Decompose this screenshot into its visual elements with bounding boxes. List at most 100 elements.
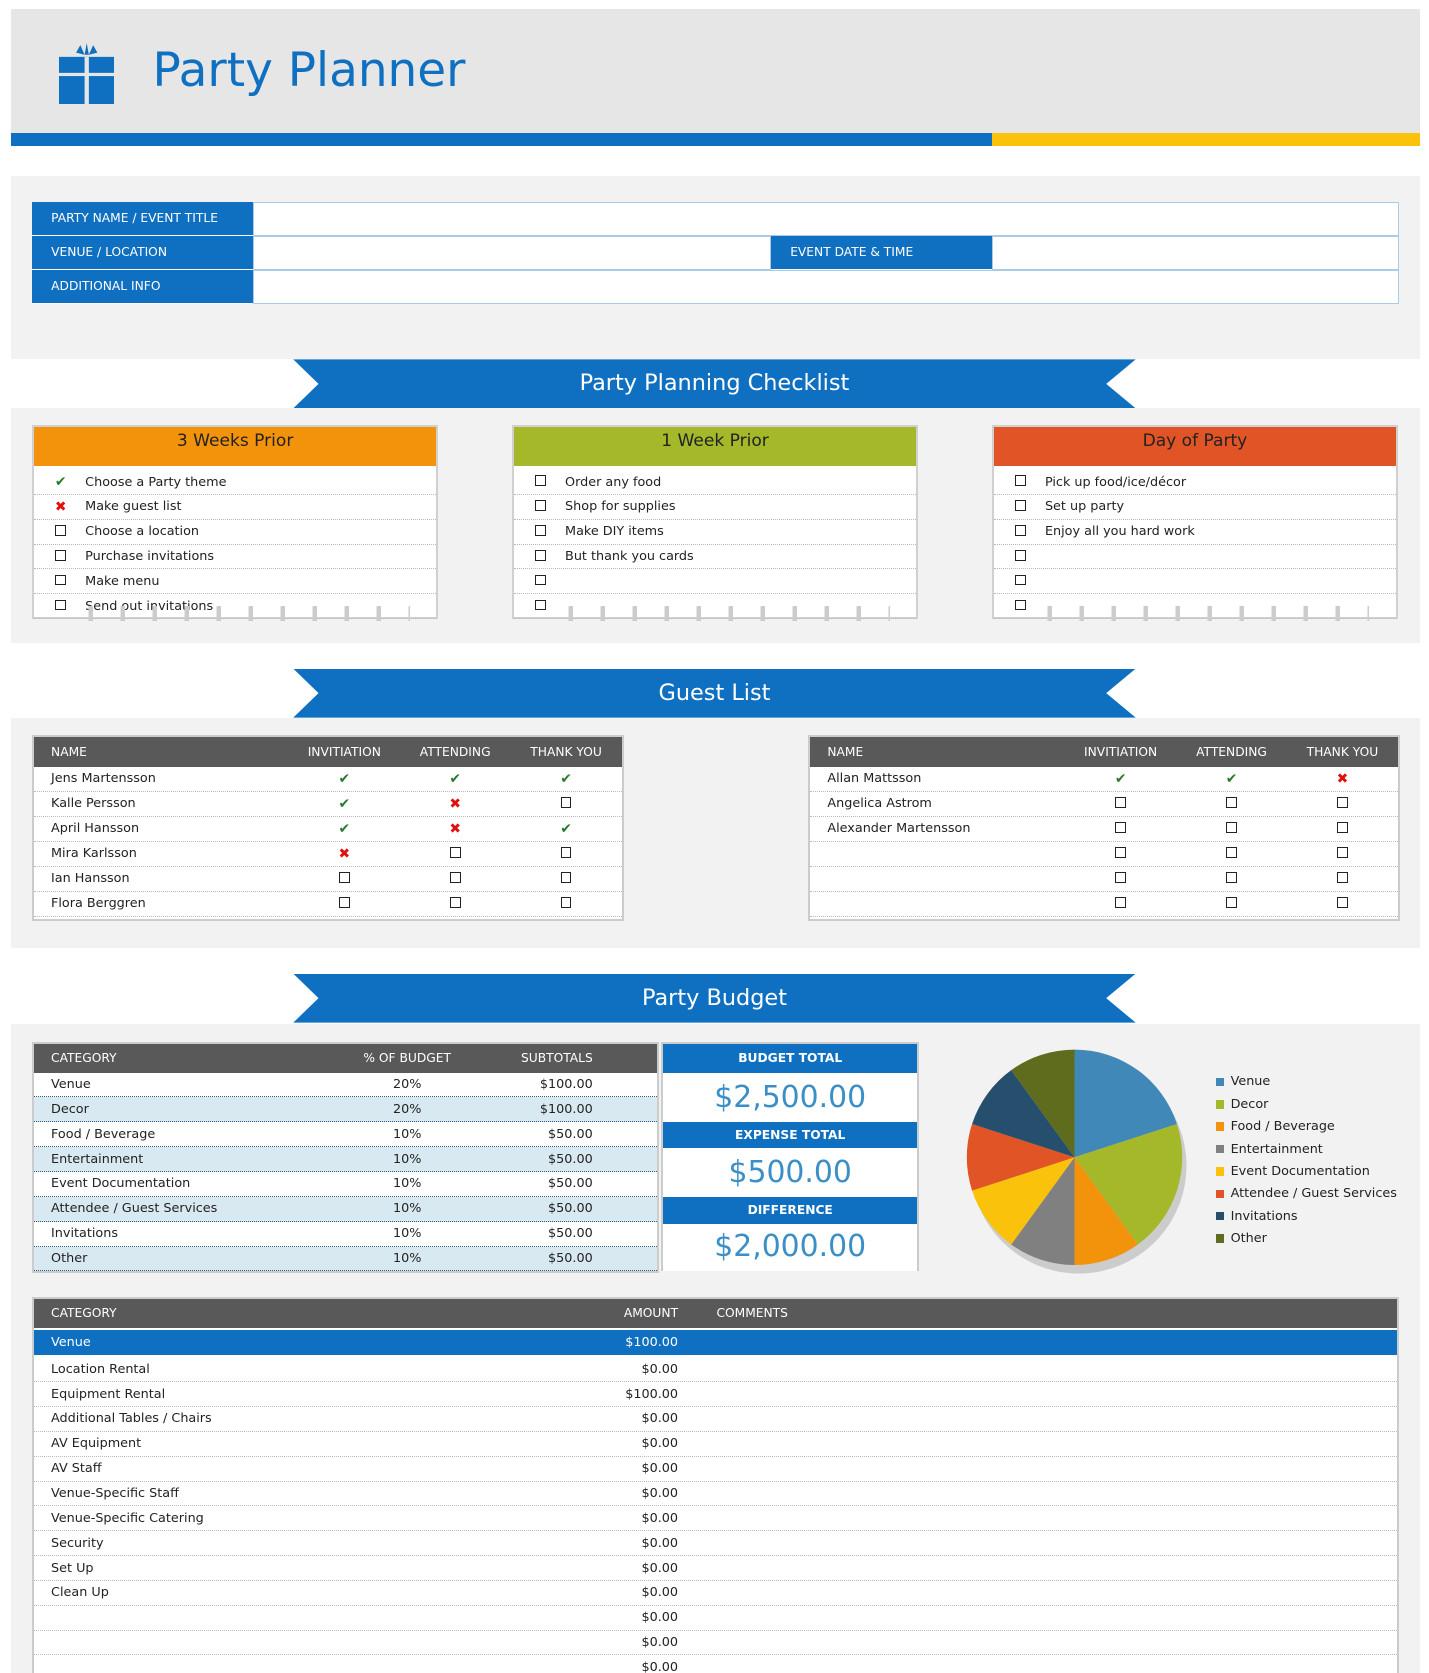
checkbox-icon: [1115, 897, 1126, 908]
detail-category[interactable]: Set Up: [51, 1560, 94, 1576]
checkbox-icon: [535, 500, 546, 511]
checkbox[interactable]: [34, 524, 87, 540]
checkbox[interactable]: [1176, 896, 1287, 912]
checkbox[interactable]: [1065, 821, 1176, 837]
checklist-item-label: Make guest list: [85, 499, 182, 515]
detail-category[interactable]: Security: [51, 1535, 104, 1551]
checkbox[interactable]: [1065, 896, 1176, 912]
checkbox[interactable]: [1176, 871, 1287, 887]
budget-category: Attendee / Guest Services: [51, 1201, 218, 1217]
detail-category[interactable]: Clean Up: [51, 1585, 109, 1601]
detail-amount[interactable]: $0.00: [641, 1535, 679, 1551]
detail-category[interactable]: AV Equipment: [51, 1436, 142, 1452]
detail-amount[interactable]: $0.00: [641, 1610, 679, 1626]
check-icon[interactable]: ✔: [560, 770, 572, 787]
details-row: $0.00: [33, 1631, 1398, 1656]
checkbox[interactable]: [1065, 846, 1176, 862]
check-icon[interactable]: ✔: [449, 770, 461, 787]
detail-amount[interactable]: $0.00: [641, 1659, 679, 1673]
check-icon[interactable]: ✔: [1225, 770, 1238, 787]
x-icon[interactable]: ✖: [1336, 770, 1349, 787]
event-date-field[interactable]: [991, 235, 1400, 270]
x-icon[interactable]: ✖: [54, 498, 67, 515]
detail-category[interactable]: Venue-Specific Staff: [51, 1486, 179, 1501]
header-bar-yellow: [991, 133, 1421, 147]
check-icon[interactable]: ✔: [338, 795, 351, 812]
additional-info-field[interactable]: [252, 269, 1400, 304]
checkbox[interactable]: [994, 524, 1047, 540]
party-name-field[interactable]: [252, 201, 1400, 236]
checkbox-icon: [1015, 525, 1026, 536]
detail-category[interactable]: Equipment Rental: [51, 1386, 166, 1402]
detail-amount[interactable]: $0.00: [641, 1510, 679, 1526]
checklist-card-title: 1 Week Prior: [513, 427, 917, 466]
detail-amount[interactable]: $0.00: [641, 1436, 679, 1452]
checkbox[interactable]: [34, 573, 87, 589]
detail-amount[interactable]: $0.00: [641, 1486, 679, 1501]
checkbox[interactable]: [34, 549, 87, 565]
checkbox[interactable]: [289, 871, 400, 887]
checkbox[interactable]: [511, 846, 622, 862]
checkbox[interactable]: [1065, 796, 1176, 812]
checkbox[interactable]: [1287, 796, 1398, 812]
checkbox[interactable]: [1287, 871, 1398, 887]
checkbox[interactable]: [514, 573, 567, 589]
x-icon[interactable]: ✖: [338, 845, 351, 862]
detail-category[interactable]: Venue-Specific Catering: [51, 1510, 204, 1526]
check-icon[interactable]: ✔: [54, 474, 67, 491]
legend-swatch: [1215, 1167, 1225, 1176]
detail-amount[interactable]: $0.00: [641, 1461, 679, 1477]
checkbox[interactable]: [1287, 846, 1398, 862]
checkbox[interactable]: [511, 796, 622, 812]
checkbox-icon: [55, 549, 66, 561]
guest-list-banner: Guest List: [293, 668, 1136, 718]
checkbox[interactable]: [400, 846, 511, 862]
checkbox[interactable]: [994, 573, 1047, 589]
detail-amount[interactable]: $0.00: [641, 1585, 679, 1601]
detail-category[interactable]: AV Staff: [51, 1461, 102, 1477]
checkbox[interactable]: [1287, 821, 1398, 837]
checkbox[interactable]: [514, 549, 567, 565]
checkbox[interactable]: [1176, 846, 1287, 862]
check-icon[interactable]: ✔: [338, 770, 351, 787]
detail-category[interactable]: Location Rental: [51, 1361, 150, 1377]
detail-amount[interactable]: $100.00: [625, 1386, 679, 1402]
check-icon[interactable]: ✔: [1114, 770, 1127, 787]
budget-category: Food / Beverage: [51, 1126, 156, 1142]
checkbox[interactable]: [1176, 796, 1287, 812]
x-icon[interactable]: ✖: [449, 820, 461, 837]
checklist-item-label: Order any food: [565, 474, 662, 490]
detail-amount[interactable]: $0.00: [641, 1361, 679, 1377]
budget-row: Food / Beverage 10% $50.00: [33, 1122, 658, 1148]
pie-slice-venue: [1074, 1049, 1178, 1158]
budget-subtotal: $100.00: [539, 1077, 593, 1093]
detail-amount[interactable]: $0.00: [641, 1560, 679, 1576]
checkbox[interactable]: [511, 871, 622, 887]
checkbox[interactable]: [1176, 821, 1287, 837]
guest-row: Ian Hansson: [33, 867, 622, 892]
check-icon[interactable]: ✔: [338, 820, 351, 837]
checkbox[interactable]: [514, 524, 567, 540]
x-icon[interactable]: ✖: [449, 795, 461, 812]
checkbox[interactable]: [994, 549, 1047, 565]
checkbox[interactable]: [400, 871, 511, 887]
legend-item: Other: [1215, 1227, 1397, 1249]
column-header: CATEGORY: [51, 1306, 117, 1321]
guest-name: Ian Hansson: [51, 871, 130, 887]
checkbox[interactable]: [514, 474, 567, 490]
check-icon[interactable]: ✔: [560, 820, 572, 837]
checkbox[interactable]: [511, 896, 622, 912]
checkbox[interactable]: [289, 896, 400, 912]
guest-row: Alexander Martensson: [810, 817, 1399, 842]
detail-category[interactable]: Additional Tables / Chairs: [51, 1411, 212, 1427]
venue-field[interactable]: [252, 235, 771, 270]
checkbox[interactable]: [400, 896, 511, 912]
detail-amount[interactable]: $0.00: [641, 1411, 679, 1427]
checkbox[interactable]: [1287, 896, 1398, 912]
checkbox[interactable]: [994, 499, 1047, 515]
checkbox[interactable]: [994, 474, 1047, 490]
checkbox[interactable]: [1065, 871, 1176, 887]
checkbox[interactable]: [514, 499, 567, 515]
legend-swatch: [1215, 1144, 1225, 1154]
detail-amount[interactable]: $0.00: [641, 1635, 679, 1651]
